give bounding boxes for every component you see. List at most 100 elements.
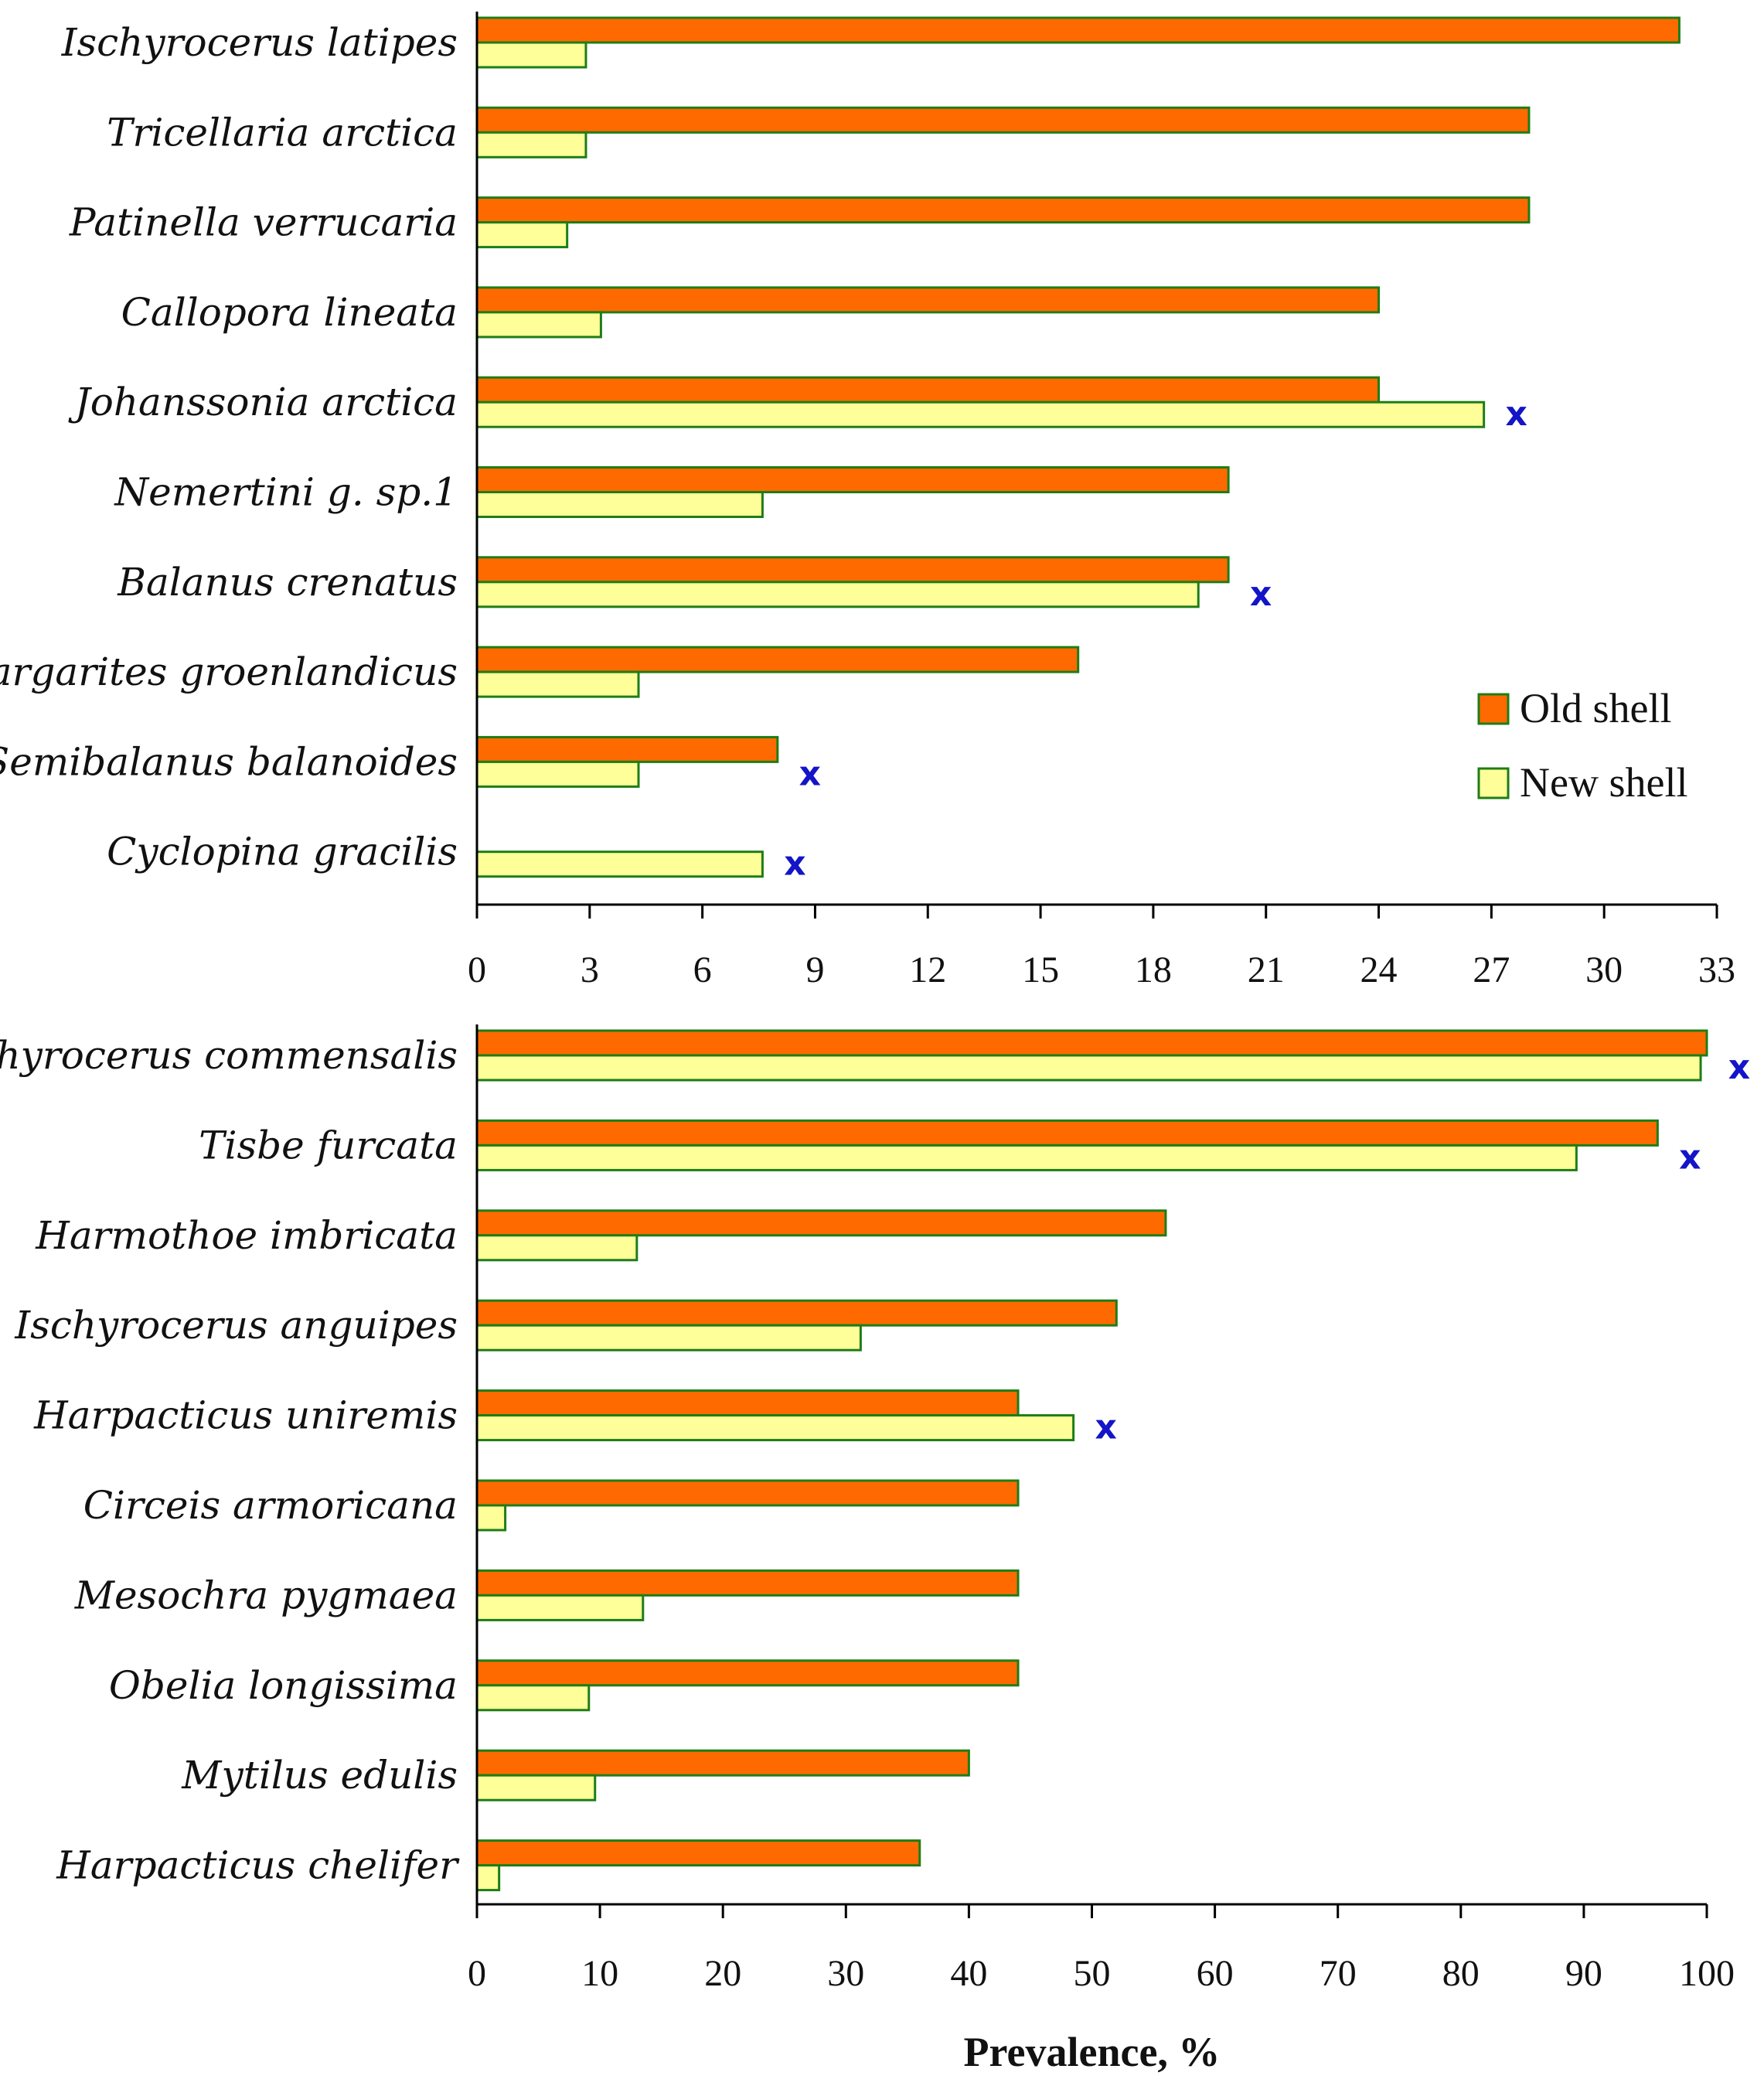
x-tick-label: 21 [1248,949,1285,990]
bar-new-shell [475,850,764,878]
category-label: Nemertini g. sp.1 [114,470,458,515]
bar-old-shell [475,646,1080,673]
x-tick-label: 10 [581,1953,618,1994]
x-tick-label: 70 [1320,1953,1357,1994]
category-label: Ischyrocerus anguipes [14,1303,458,1348]
x-axis-title: Prevalence, % [964,2029,1221,2075]
category-label: Cyclopina gracilis [107,830,458,874]
bar-new-shell [475,1593,645,1621]
x-tick-label: 30 [1585,949,1623,990]
bar-group: Ischyrocerus latipes [61,16,1681,69]
category-label: Callopora lineata [121,290,458,335]
x-tick-label: 60 [1197,1953,1234,1994]
x-tick-label: 18 [1135,949,1172,990]
bar-new-shell [475,1054,1702,1082]
bar-new-shell [475,1684,591,1712]
category-label: Balanus crenatus [117,560,458,605]
bar-group: Tricellaria arctica [107,106,1531,158]
bar-old-shell [475,1749,970,1777]
bar-old-shell [475,1029,1708,1057]
bar-new-shell [475,400,1486,428]
bar-group: Harpacticus uniremis x [33,1389,1117,1447]
category-label: Semibalanus balanoides [0,739,458,784]
bar-group: Johanssonia arctica x [68,376,1527,434]
bar-group: Harmothoe imbricata [35,1209,1167,1262]
bar-group: Ischyrocerus anguipes [14,1299,1118,1351]
bar-group: Mesochra pygmaea [74,1569,1020,1621]
x-tick-label: 33 [1698,949,1735,990]
category-label: Ischyrocerus commensalis [0,1033,458,1078]
category-label: Mesochra pygmaea [74,1573,458,1617]
bar-group: Margarites groenlandicus [0,646,1080,698]
category-label: Ischyrocerus latipes [61,20,458,65]
bar-group: Patinella verrucaria [69,196,1531,249]
x-tick-label: 15 [1022,949,1059,990]
category-label: Obelia longissima [109,1663,458,1708]
x-tick-label: 12 [909,949,946,990]
significance-mark: x [1095,1408,1116,1447]
x-tick-label: 100 [1679,1953,1735,1994]
x-tick-label: 30 [827,1953,864,1994]
bar-old-shell [475,16,1681,44]
bar-new-shell [475,670,640,698]
legend-label-new: New shell [1520,759,1687,806]
bar-new-shell [475,1504,507,1532]
x-tick-label: 50 [1074,1953,1111,1994]
bar-new-shell [475,41,587,69]
bar-new-shell [475,760,640,788]
bar-new-shell [475,1414,1075,1442]
bar-old-shell [475,466,1230,493]
bar-group: Mytilus edulis [181,1749,970,1801]
bar-group: Callopora lineata [121,286,1381,339]
bar-group: Obelia longissima [109,1659,1020,1712]
bar-new-shell [475,221,569,249]
significance-mark: x [1679,1137,1701,1177]
legend-swatch-old [1477,693,1510,725]
bar-new-shell [475,311,602,339]
bar-new-shell [475,1324,862,1351]
x-tick-label: 9 [805,949,824,990]
category-label: Harmothoe imbricata [35,1213,458,1258]
bar-old-shell [475,106,1531,134]
bar-new-shell [475,1864,501,1892]
significance-mark: x [799,754,821,793]
bar-old-shell [475,1299,1118,1327]
bar-group: Ischyrocerus commensalis x [0,1029,1750,1087]
category-label: Harpacticus chelifer [56,1843,460,1888]
bar-old-shell [475,1659,1020,1687]
bar-new-shell [475,1144,1578,1171]
x-tick-label: 3 [581,949,599,990]
bar-old-shell [475,735,779,763]
category-label: Johanssonia arctica [68,380,458,424]
bar-group: Harpacticus chelifer [56,1839,921,1892]
bar-old-shell [475,376,1381,404]
bar-old-shell [475,1119,1659,1147]
bar-old-shell [475,1389,1020,1417]
x-tick-label: 27 [1473,949,1510,990]
bar-new-shell [475,491,764,518]
bar-new-shell [475,1234,639,1262]
significance-mark: x [1728,1048,1750,1087]
bar-old-shell [475,196,1531,224]
category-label: Margarites groenlandicus [0,649,458,694]
bar-group: Semibalanus balanoides x [0,735,821,793]
significance-mark: x [1250,574,1272,614]
bar-old-shell [475,1479,1020,1507]
category-label: Circeis armoricana [83,1483,458,1528]
bar-old-shell [475,1839,921,1867]
x-tick-label: 80 [1442,1953,1480,1994]
bar-old-shell [475,1569,1020,1597]
category-label: Tricellaria arctica [107,110,458,155]
significance-mark: x [1505,394,1527,434]
x-tick-label: 0 [468,1953,486,1994]
bar-group: Cyclopina gracilis x [107,830,805,884]
bar-new-shell [475,581,1200,608]
legend: Old shell New shell [1477,685,1687,806]
x-tick-label: 20 [704,1953,741,1994]
bar-group: Nemertini g. sp.1 [114,466,1230,518]
bar-old-shell [475,1209,1167,1237]
category-label: Patinella verrucaria [69,200,458,245]
x-tick-label: 0 [468,949,486,990]
bar-group: Balanus crenatus x [117,556,1272,614]
